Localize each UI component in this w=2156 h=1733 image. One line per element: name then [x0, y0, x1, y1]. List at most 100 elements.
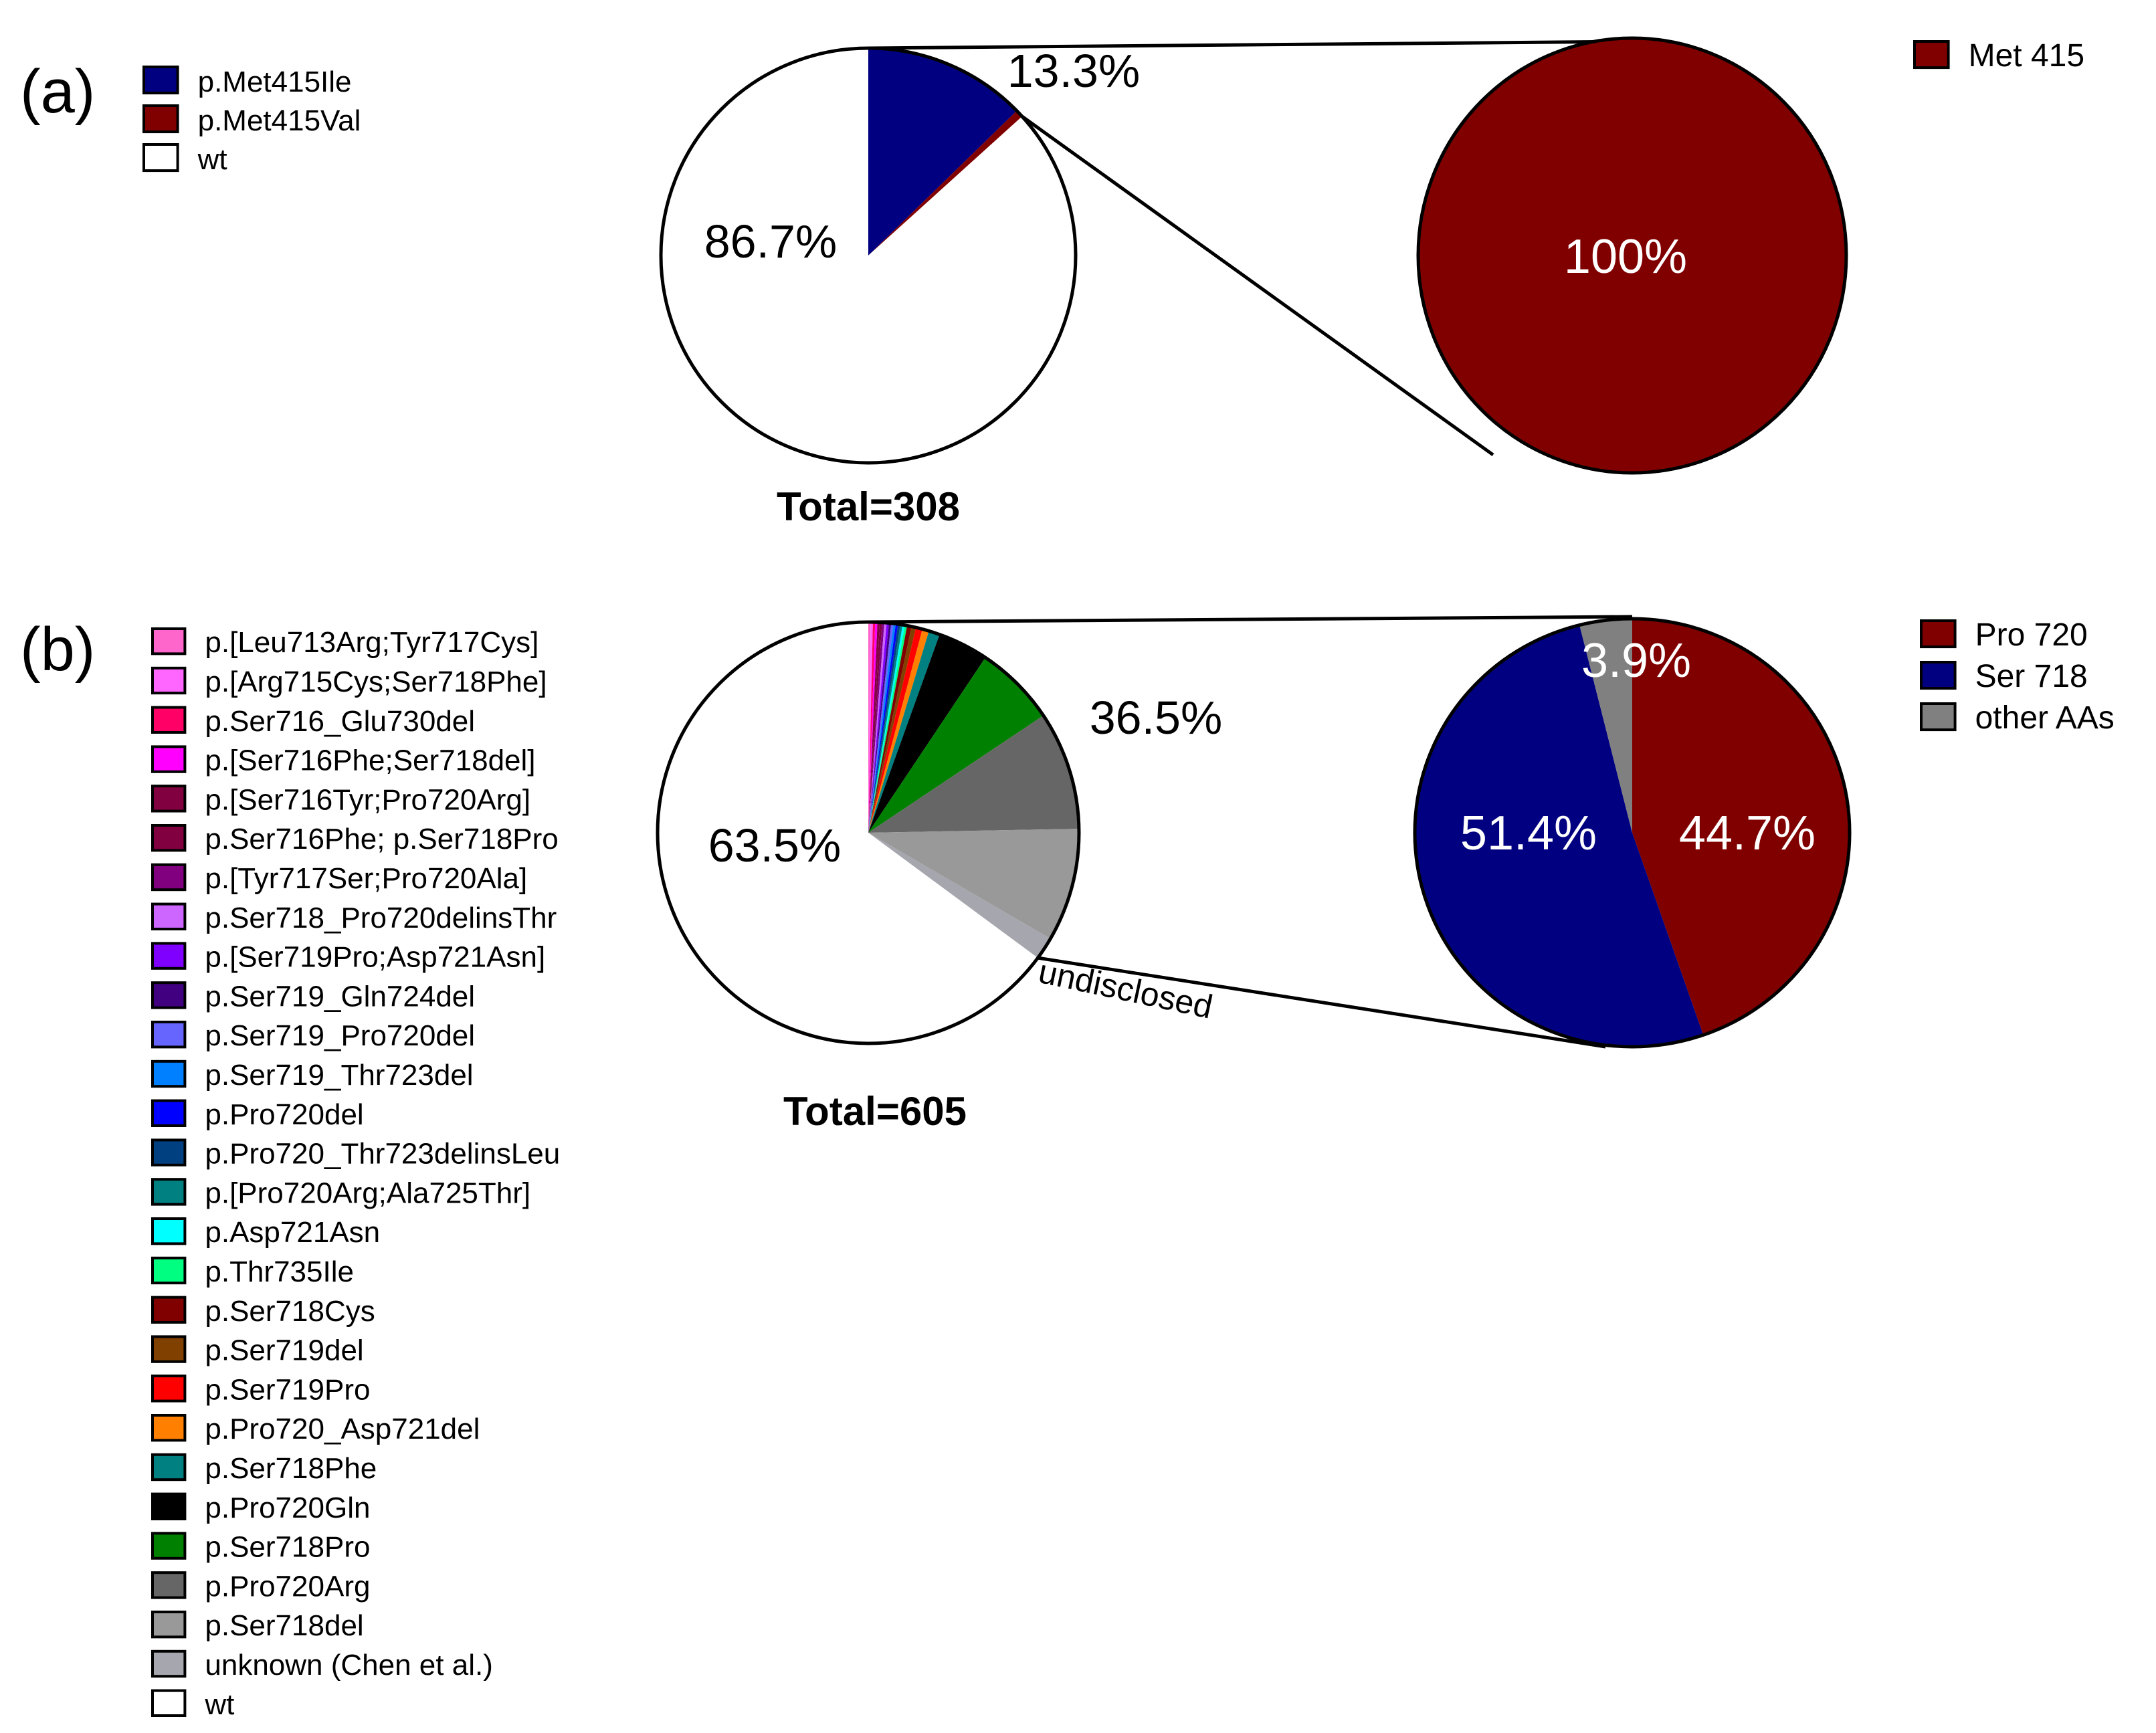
legend-swatch — [151, 1021, 187, 1049]
legend-label: p.Met415Ile — [198, 66, 352, 98]
panel-b: (b) p.[Leu713Arg;Tyr717Cys] p.[Arg715Cys;… — [20, 615, 2115, 1721]
wt-percent-label: 63.5% — [708, 819, 841, 872]
legend-swatch — [151, 745, 187, 773]
legend-label: p.Pro720Gln — [205, 1492, 370, 1524]
legend-label: p.Ser719_Thr723del — [205, 1059, 473, 1092]
main-pie-slice — [868, 624, 903, 833]
legend-label: p.Asp721Asn — [205, 1216, 380, 1249]
main-pie-slice — [868, 623, 889, 833]
legend-label: p.Pro720del — [205, 1098, 363, 1131]
legend-swatch — [151, 981, 187, 1009]
wt-percent-label: 86.7% — [704, 215, 837, 268]
legend-swatch — [151, 1492, 187, 1521]
main-pie-slice — [868, 625, 905, 833]
main-pie-slice — [868, 622, 871, 833]
undisclosed-label: undisclosed — [1036, 952, 1216, 1026]
legend-label: p.[Pro720Arg;Ala725Thr] — [205, 1177, 530, 1209]
main-pie — [659, 46, 1078, 465]
legend-swatch — [151, 863, 187, 892]
legend-swatch — [1913, 40, 1950, 70]
legend-swatch — [151, 1571, 187, 1599]
legend-label: Ser 718 — [1975, 659, 2088, 694]
breakdown-pie-slice — [1418, 38, 1846, 473]
main-pie-slice — [868, 623, 894, 833]
breakdown-pie-slice — [1414, 625, 1704, 1047]
main-pie-slice — [868, 625, 912, 833]
connector-line — [1021, 115, 1494, 457]
legend-swatch — [151, 1649, 187, 1678]
legend-swatch — [151, 1374, 187, 1403]
breakdown-legend: Pro 720 Ser 718 other AAs — [1920, 617, 2115, 736]
legend-swatch — [151, 1138, 187, 1166]
legend-swatch — [151, 1414, 187, 1442]
legend-swatch — [151, 666, 187, 695]
zoom-connector — [868, 39, 1633, 457]
main-pie-slice — [868, 624, 900, 833]
legend-swatch — [151, 1453, 187, 1482]
legend-label: p.Pro720_Thr723delinsLeu — [205, 1138, 560, 1170]
legend-swatch — [151, 1611, 187, 1639]
breakdown-pie-slice — [1632, 619, 1850, 1035]
breakdown-value-label: 100% — [1564, 230, 1687, 284]
mutated-percent-label: 36.5% — [1090, 692, 1222, 744]
main-pie-slice — [868, 48, 1017, 256]
legend-swatch — [151, 1689, 187, 1718]
connector-line — [868, 39, 1633, 50]
main-pie-slice — [868, 622, 882, 833]
breakdown-pie-outline — [1416, 36, 1848, 475]
legend-swatch — [151, 1178, 187, 1206]
legend-swatch — [151, 627, 187, 655]
main-pie-slice — [657, 622, 1038, 1043]
main-pie-slice — [868, 622, 873, 833]
panel-label: (b) — [20, 615, 95, 684]
legend-label: p.Ser718del — [205, 1609, 363, 1642]
legend: p.[Leu713Arg;Tyr717Cys] p.[Arg715Cys;Ser7… — [151, 626, 560, 1721]
panel-a: (a) p.Met415Ile p.Met415Val wt Met 415 13.… — [20, 36, 2084, 529]
legend-swatch — [151, 1256, 187, 1285]
main-pie-slice — [868, 622, 878, 833]
legend-swatch — [142, 66, 179, 95]
legend-label: p.Pro720Arg — [205, 1570, 370, 1603]
legend: p.Met415Ile p.Met415Val wt — [142, 66, 361, 176]
main-pie-slice — [868, 657, 1044, 833]
legend-label: p.[Ser716Tyr;Pro720Arg] — [205, 783, 530, 816]
main-pie-slice — [868, 625, 908, 833]
legend-label: p.Thr735Ile — [205, 1255, 354, 1288]
main-pie-slice — [868, 622, 880, 833]
legend-label: p.Ser718Cys — [205, 1295, 375, 1328]
legend-swatch — [151, 1217, 187, 1245]
total-label: Total=308 — [777, 484, 960, 529]
legend-swatch — [151, 1532, 187, 1560]
main-pie — [656, 620, 1081, 1045]
breakdown-pie-outline — [1413, 617, 1852, 1049]
legend-label: p.Ser719_Pro720del — [205, 1019, 475, 1052]
main-pie-slice — [868, 622, 885, 833]
legend-label: p.[Arg715Cys;Ser718Phe] — [205, 666, 547, 698]
legend-swatch — [1920, 661, 1957, 690]
legend-label: p.[Tyr717Ser;Pro720Ala] — [205, 862, 527, 895]
legend-swatch — [151, 824, 187, 852]
legend-label: p.Ser718Pro — [205, 1531, 370, 1564]
legend-label: p.[Ser719Pro;Asp721Asn] — [205, 941, 545, 974]
legend-label: p.Ser719Pro — [205, 1373, 370, 1406]
legend-label: p.Met415Val — [198, 104, 361, 137]
legend-label: unknown (Chen et al.) — [205, 1649, 492, 1681]
legend-label: wt — [204, 1688, 234, 1721]
legend-swatch — [151, 902, 187, 930]
main-pie-slice — [868, 829, 1080, 939]
legend-label: p.Ser719_Gln724del — [205, 980, 475, 1013]
main-pie-slice — [868, 715, 1079, 833]
breakdown-pie-slice — [1579, 619, 1632, 833]
main-pie-slice — [868, 623, 892, 833]
main-pie-slice — [868, 629, 929, 833]
main-pie-slice — [868, 833, 1051, 958]
legend-label: p.Pro720_Asp721del — [205, 1413, 480, 1445]
legend-label: p.Ser719del — [205, 1334, 363, 1367]
connector-line — [868, 615, 1633, 624]
legend-label: Pro 720 — [1975, 617, 2088, 653]
zoom-connector — [868, 615, 1633, 1049]
main-pie-slice — [868, 622, 876, 833]
legend-label: p.[Leu713Arg;Tyr717Cys] — [205, 626, 538, 659]
main-pie-slice — [868, 623, 898, 833]
